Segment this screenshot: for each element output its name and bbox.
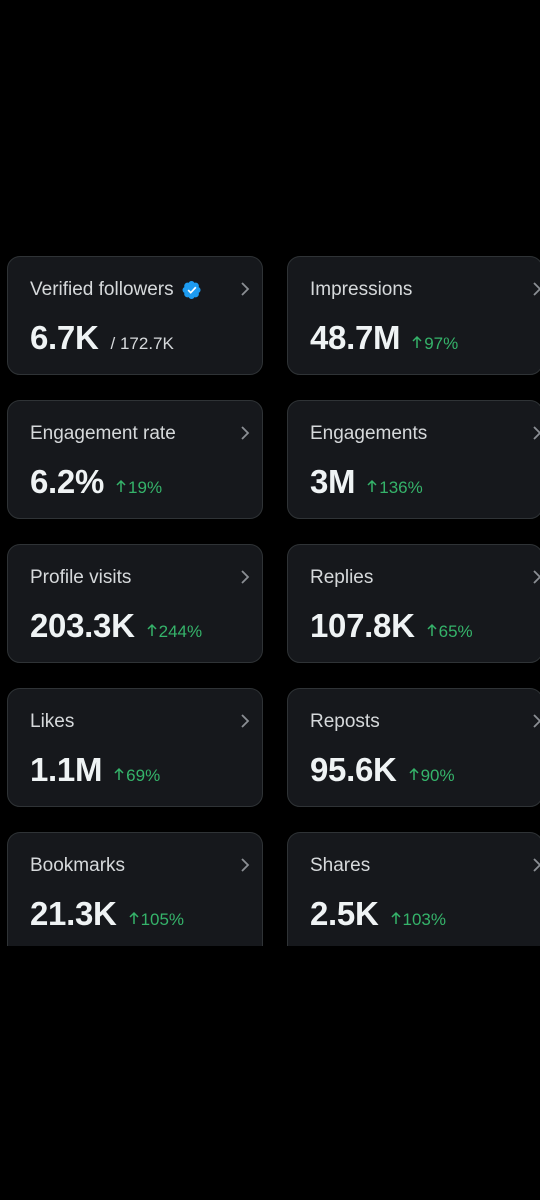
metric-value-row: 2.5K 103% [310, 895, 446, 933]
metric-value: 6.2% [30, 463, 105, 500]
metric-card-likes[interactable]: Likes 1.1M 69% [7, 688, 263, 807]
metric-value-row: 6.2% 19% [30, 463, 162, 501]
metric-label: Impressions [310, 279, 413, 300]
metric-card-profile-visits[interactable]: Profile visits 203.3K 244% [7, 544, 263, 663]
metric-card-engagement-rate[interactable]: Engagement rate 6.2% 19% [7, 400, 263, 519]
metric-label: Reposts [310, 711, 380, 732]
arrow-up-icon [129, 911, 139, 924]
verified-badge-icon [182, 281, 201, 299]
metric-label-text: Verified followers [30, 279, 174, 300]
arrow-up-icon [114, 767, 124, 780]
metric-card-verified-followers[interactable]: Verified followers 6.7K / 172.7K [7, 256, 263, 375]
metric-change-text: 136% [379, 478, 423, 497]
metric-change-text: 19% [128, 478, 163, 497]
chevron-right-icon [241, 714, 250, 728]
metric-label: Verified followers [30, 279, 202, 301]
arrow-up-icon [116, 479, 126, 492]
metric-value-row: 48.7M 97% [310, 319, 458, 357]
metric-change: 65% [427, 622, 473, 642]
metric-change: 136% [367, 478, 423, 498]
metric-value: 3M [310, 463, 356, 500]
metric-value-row: 6.7K / 172.7K [30, 319, 174, 357]
metric-change-text: 90% [420, 766, 455, 785]
metric-card-bookmarks[interactable]: Bookmarks 21.3K 105% [7, 832, 263, 946]
metric-label: Shares [310, 855, 371, 876]
metric-value-row: 95.6K 90% [310, 751, 455, 789]
arrow-up-icon [390, 911, 401, 924]
chevron-right-icon [241, 426, 250, 440]
metric-label: Profile visits [30, 567, 132, 588]
metric-value-row: 21.3K 105% [30, 895, 184, 933]
metric-change: 19% [116, 478, 162, 498]
arrow-up-icon [412, 335, 422, 348]
metric-change: 97% [412, 334, 458, 354]
metric-value: 95.6K [310, 751, 397, 788]
metric-label: Engagement rate [30, 423, 176, 444]
metric-card-shares[interactable]: Shares 2.5K 103% [287, 832, 540, 946]
metric-change-text: 103% [402, 910, 446, 929]
arrow-up-icon [147, 623, 157, 636]
metric-label: Replies [310, 567, 374, 588]
metric-change-text: 65% [438, 622, 473, 641]
chevron-right-icon [533, 426, 540, 440]
arrow-up-icon [409, 767, 419, 780]
chevron-right-icon [533, 282, 540, 296]
metric-change: 69% [114, 766, 160, 786]
metric-value: 107.8K [310, 607, 415, 644]
metric-change-text: 244% [158, 622, 203, 641]
metric-card-reposts[interactable]: Reposts 95.6K 90% [287, 688, 540, 807]
metric-change: 103% [390, 910, 446, 930]
metric-value: 1.1M [30, 751, 103, 788]
arrow-up-icon [427, 623, 437, 636]
metric-value: 48.7M [310, 319, 401, 356]
metric-label: Bookmarks [30, 855, 126, 876]
metric-value: 2.5K [310, 895, 379, 932]
chevron-right-icon [241, 570, 250, 584]
metric-value: 6.7K [30, 319, 99, 356]
chevron-right-icon [533, 858, 540, 872]
metric-value-row: 3M 136% [310, 463, 423, 501]
chevron-right-icon [241, 858, 250, 872]
metric-value-row: 203.3K 244% [30, 607, 202, 645]
metric-change-text: 97% [424, 334, 459, 353]
metric-change-text: 69% [126, 766, 161, 785]
metric-change: 90% [409, 766, 455, 786]
metric-card-engagements[interactable]: Engagements 3M 136% [287, 400, 540, 519]
metric-value: 21.3K [30, 895, 117, 932]
chevron-right-icon [241, 282, 250, 296]
metric-card-replies[interactable]: Replies 107.8K 65% [287, 544, 540, 663]
metric-change-text: 105% [140, 910, 185, 929]
metric-change: 105% [129, 910, 184, 930]
metric-total: / 172.7K [110, 334, 174, 353]
arrow-up-icon [367, 479, 377, 492]
metric-value-row: 107.8K 65% [310, 607, 473, 645]
metric-value-row: 1.1M 69% [30, 751, 160, 789]
metric-change: 244% [147, 622, 202, 642]
chevron-right-icon [533, 714, 540, 728]
metric-value: 203.3K [30, 607, 135, 644]
metric-label: Engagements [310, 423, 428, 444]
metric-label: Likes [30, 711, 75, 732]
metric-card-impressions[interactable]: Impressions 48.7M 97% [287, 256, 540, 375]
chevron-right-icon [533, 570, 540, 584]
